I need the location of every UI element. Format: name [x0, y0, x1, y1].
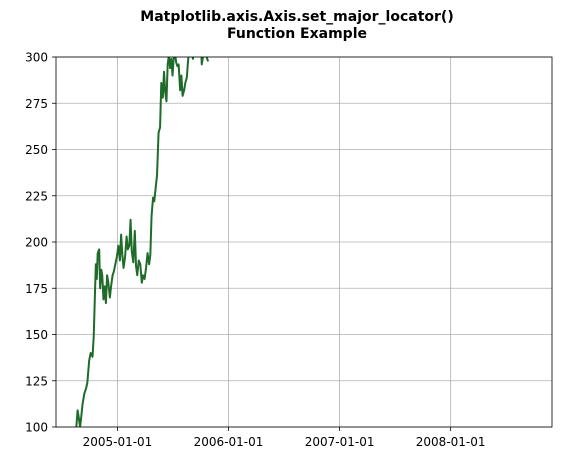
y-tick-label: 250: [25, 143, 48, 157]
y-tick-label: 275: [25, 97, 48, 111]
y-tick-label: 125: [25, 374, 48, 388]
chart-title: Matplotlib.axis.Axis.set_major_locator(): [140, 9, 453, 25]
y-tick-label: 300: [25, 51, 48, 65]
series-line: [75, 57, 209, 427]
y-tick-label: 150: [25, 328, 48, 342]
y-axis: 100 125 150 175 200 225 250 275 300: [25, 51, 56, 435]
x-tick-label: 2006-01-01: [194, 435, 264, 449]
x-tick-label: 2007-01-01: [305, 435, 375, 449]
x-axis: 2005-01-01 2006-01-01 2007-01-01 2008-01-01: [83, 427, 486, 449]
y-tick-label: 225: [25, 189, 48, 203]
y-tick-label: 100: [25, 421, 48, 435]
x-tick-label: 2008-01-01: [416, 435, 486, 449]
y-tick-label: 175: [25, 282, 48, 296]
chart-subtitle: Function Example: [227, 26, 367, 42]
x-tick-label: 2005-01-01: [83, 435, 153, 449]
y-tick-label: 200: [25, 236, 48, 250]
